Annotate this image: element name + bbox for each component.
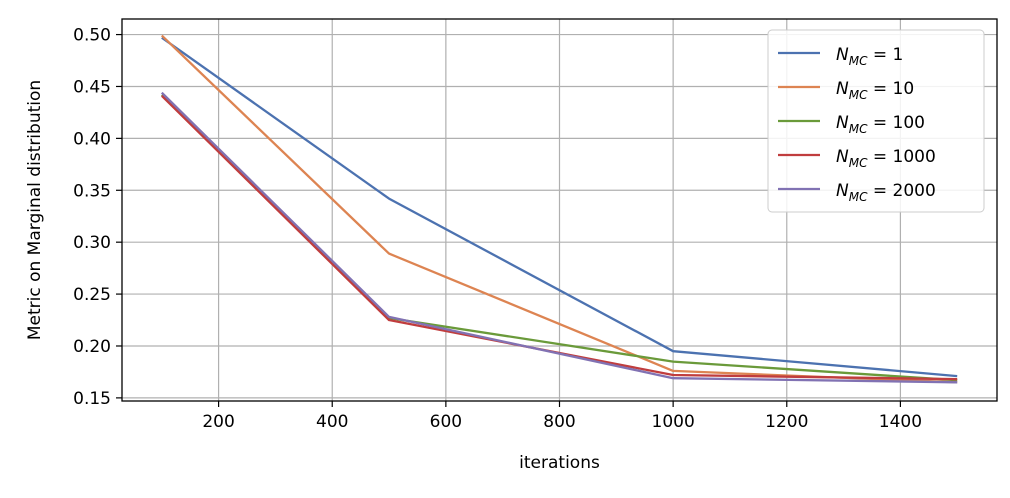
legend-label-symbol: N [836,79,849,99]
series-line-4 [160,91,958,384]
x-tick-label: 1000 [652,412,695,432]
legend-label-symbol: N [836,45,849,65]
legend-label-symbol: N [836,147,849,167]
legend-label-value: = 1 [867,45,903,65]
legend-label-value: = 100 [867,113,925,133]
y-tick-label: 0.50 [73,26,111,46]
x-tick-label: 400 [316,412,348,432]
y-tick-label: 0.35 [73,181,111,201]
y-tick-label: 0.40 [73,129,111,149]
y-tick-label: 0.15 [73,389,111,409]
legend-label: NMC = 1000 [836,147,936,170]
x-tick-label: 600 [430,412,462,432]
x-tick-label: 800 [543,412,575,432]
legend-label-subscript: MC [849,54,868,68]
y-tick-label: 0.20 [73,337,111,357]
y-tick-label: 0.30 [73,233,111,253]
series-lines [160,34,958,384]
legend-label-subscript: MC [849,88,868,102]
legend-box [767,29,985,213]
legend-label-value: = 1000 [867,147,935,167]
y-axis-title: Metric on Marginal distribution [25,80,45,340]
legend-label-symbol: N [836,113,849,133]
legend-label: NMC = 2000 [836,181,936,204]
legend-label-subscript: MC [849,122,868,136]
x-tick-label: 200 [202,412,234,432]
y-tick-label: 0.45 [73,77,111,97]
y-tick-label: 0.25 [73,285,111,305]
axis-ticks: 200 400 600 800 1000 1200 1400 0.15 0.20 0.25 0.30… [73,26,922,432]
x-tick-label: 1400 [879,412,922,432]
legend-label-value: = 10 [867,79,914,99]
x-tick-label: 1200 [765,412,808,432]
legend-label: NMC = 1 [836,45,903,68]
x-axis-title: iterations [519,453,600,473]
legend-label-symbol: N [836,181,849,201]
legend-label: NMC = 10 [836,79,914,102]
legend-label: NMC = 100 [836,113,925,136]
legend-label-value: = 2000 [867,181,935,201]
legend-label-subscript: MC [849,156,868,170]
series-line-0 [161,36,958,378]
legend-label-subscript: MC [849,190,868,204]
